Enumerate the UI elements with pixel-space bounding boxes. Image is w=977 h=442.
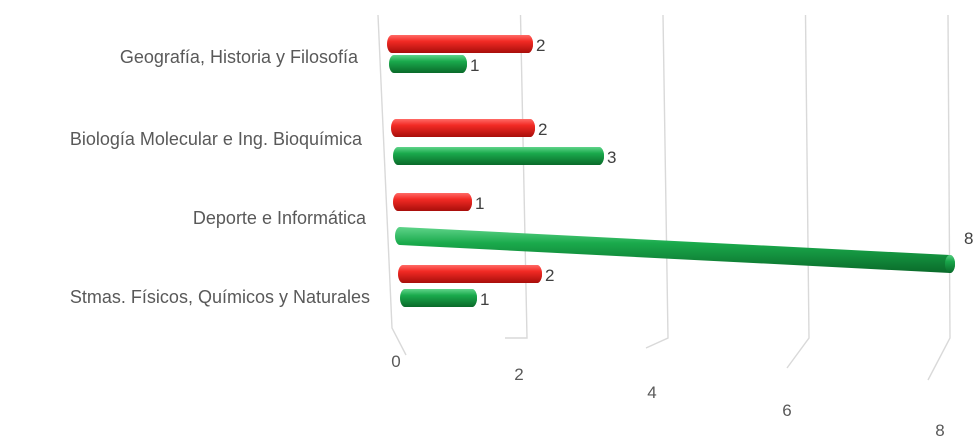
gridline <box>645 14 669 349</box>
gridline <box>786 14 810 369</box>
category-label: Biología Molecular e Ing. Bioquímica <box>70 129 363 149</box>
data-label: 8 <box>964 229 973 248</box>
bar-green <box>393 147 604 165</box>
data-label: 1 <box>470 56 479 75</box>
bars <box>387 35 955 307</box>
x-axis-ticks: 0 2 4 6 8 <box>391 352 944 440</box>
category-label: Deporte e Informática <box>193 208 367 228</box>
gridline <box>505 14 528 339</box>
x-tick-label: 4 <box>647 383 656 402</box>
data-label: 2 <box>545 266 554 285</box>
data-label: 2 <box>536 36 545 55</box>
bar-green <box>389 55 467 73</box>
data-labels: 2 2 1 2 1 3 8 1 <box>470 36 973 309</box>
x-tick-label: 6 <box>782 401 791 420</box>
data-label: 2 <box>538 120 547 139</box>
x-tick-label: 0 <box>391 352 400 371</box>
category-label: Geografía, Historia y Filosofía <box>120 47 359 67</box>
bar-red <box>391 119 535 137</box>
bar-green <box>395 227 955 273</box>
gridline <box>377 14 407 356</box>
x-tick-label: 8 <box>935 421 944 440</box>
data-label: 3 <box>607 148 616 167</box>
category-labels: Geografía, Historia y Filosofía Biología … <box>70 47 370 307</box>
bar-red <box>393 193 472 211</box>
category-label: Stmas. Físicos, Químicos y Naturales <box>70 287 370 307</box>
gridline <box>927 14 951 381</box>
bar-green <box>400 289 477 307</box>
bar-red <box>387 35 533 53</box>
data-label: 1 <box>475 194 484 213</box>
bar-red <box>398 265 542 283</box>
data-label: 1 <box>480 290 489 309</box>
x-tick-label: 2 <box>514 365 523 384</box>
